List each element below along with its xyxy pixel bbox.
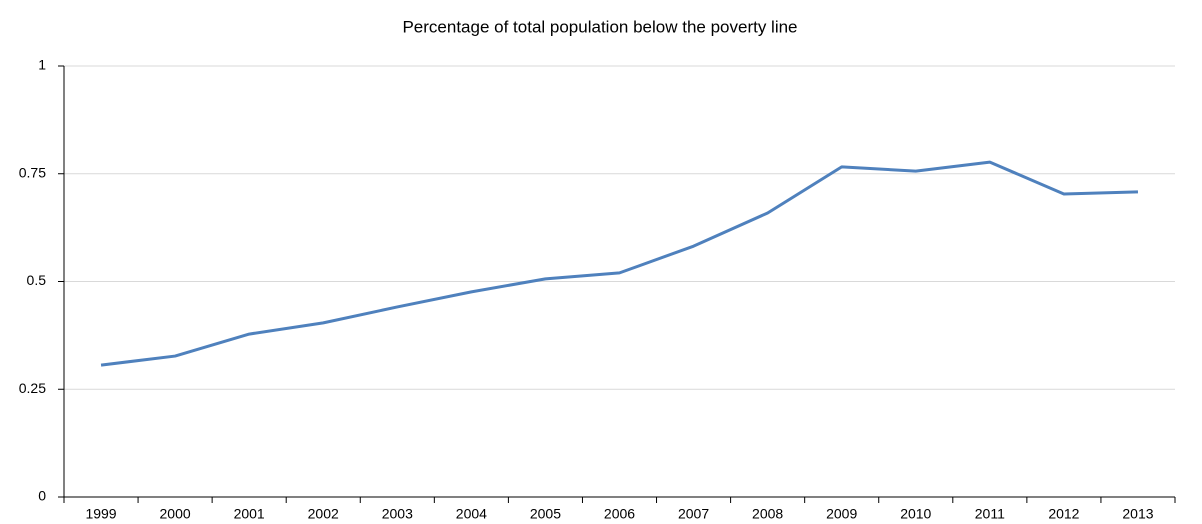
x-tick-label: 2013 (1122, 506, 1153, 522)
x-tick-label: 2002 (308, 506, 339, 522)
x-tick-label: 2006 (604, 506, 635, 522)
x-tick-label: 2004 (456, 506, 487, 522)
y-tick-label: 0 (38, 488, 46, 504)
x-tick-label: 2012 (1048, 506, 1079, 522)
x-tick-label: 2000 (160, 506, 191, 522)
x-tick-label: 2008 (752, 506, 783, 522)
y-tick-label: 1 (38, 57, 46, 73)
chart-title: Percentage of total population below the… (402, 17, 797, 36)
x-tick-label: 1999 (85, 506, 116, 522)
x-tick-label: 2005 (530, 506, 561, 522)
y-tick-label: 0.25 (19, 380, 46, 396)
y-tick-label: 0.5 (27, 272, 47, 288)
x-tick-label: 2001 (234, 506, 265, 522)
x-tick-label: 2009 (826, 506, 857, 522)
data-line (100, 160, 1139, 367)
x-tick-label: 2011 (975, 506, 1005, 522)
x-tick-label: 2010 (900, 506, 931, 522)
x-tick-label: 2003 (382, 506, 413, 522)
x-tick-label: 2007 (678, 506, 709, 522)
y-tick-label: 0.75 (19, 164, 46, 180)
